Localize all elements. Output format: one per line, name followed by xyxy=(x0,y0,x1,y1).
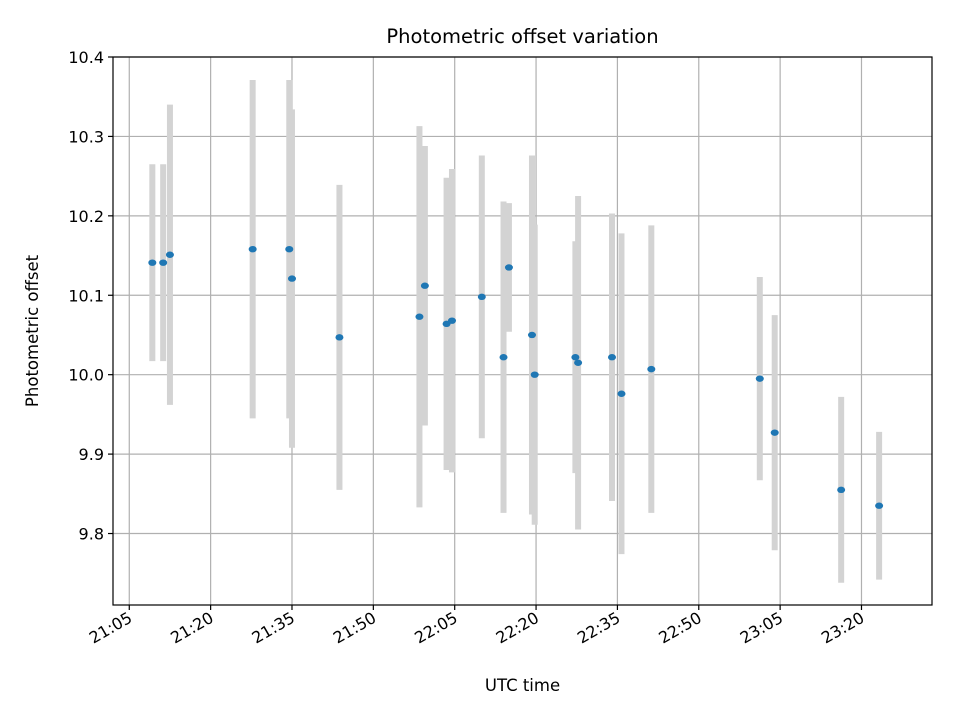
data-point xyxy=(447,317,456,324)
data-point xyxy=(499,354,508,361)
x-tick-label: 21:05 xyxy=(86,608,135,648)
data-point xyxy=(607,354,616,361)
data-point xyxy=(420,282,429,289)
data-point xyxy=(875,502,884,509)
data-point xyxy=(504,264,513,271)
plot-frame xyxy=(112,56,933,606)
data-point xyxy=(415,313,424,320)
error-bars xyxy=(149,80,883,583)
data-point xyxy=(530,371,539,378)
data-point xyxy=(287,275,296,282)
y-tick-label: 10.2 xyxy=(68,207,104,226)
x-tick-label: 22:50 xyxy=(655,608,704,648)
axis-ticks: 21:05 21:20 21:35 21:50 22:05 22:20 22:35 22:50… xyxy=(68,48,867,648)
data-point xyxy=(837,486,846,494)
x-tick-label: 23:05 xyxy=(737,608,786,648)
y-tick-label: 10.0 xyxy=(68,366,104,385)
x-tick-label: 21:50 xyxy=(330,608,379,648)
data-points xyxy=(148,245,884,509)
data-point xyxy=(770,429,779,436)
data-point xyxy=(574,359,583,366)
x-tick-label: 22:05 xyxy=(411,608,460,648)
data-point xyxy=(477,293,486,301)
x-tick-label: 22:35 xyxy=(574,608,623,648)
x-tick-label: 23:20 xyxy=(818,608,867,648)
chart-title: Photometric offset variation xyxy=(386,25,658,48)
data-point xyxy=(248,245,257,253)
data-point xyxy=(647,365,656,373)
data-point xyxy=(571,354,580,361)
y-tick-label: 10.4 xyxy=(68,48,104,67)
data-point xyxy=(285,245,294,253)
data-point xyxy=(148,259,157,266)
y-axis-title: Photometric offset xyxy=(23,254,42,407)
y-tick-label: 9.8 xyxy=(79,525,104,544)
x-tick-label: 21:35 xyxy=(249,608,298,648)
x-tick-label: 22:20 xyxy=(493,608,542,648)
data-point xyxy=(617,390,626,397)
x-tick-label: 21:20 xyxy=(167,608,216,648)
y-tick-label: 9.9 xyxy=(79,445,104,464)
data-point xyxy=(335,334,344,341)
grid-lines xyxy=(113,56,932,605)
data-point xyxy=(159,259,168,266)
data-point xyxy=(527,331,536,339)
y-tick-label: 10.3 xyxy=(68,127,104,146)
data-point xyxy=(165,251,174,258)
x-axis-title: UTC time xyxy=(485,676,560,695)
data-point xyxy=(755,375,764,382)
y-tick-label: 10.1 xyxy=(68,286,104,305)
